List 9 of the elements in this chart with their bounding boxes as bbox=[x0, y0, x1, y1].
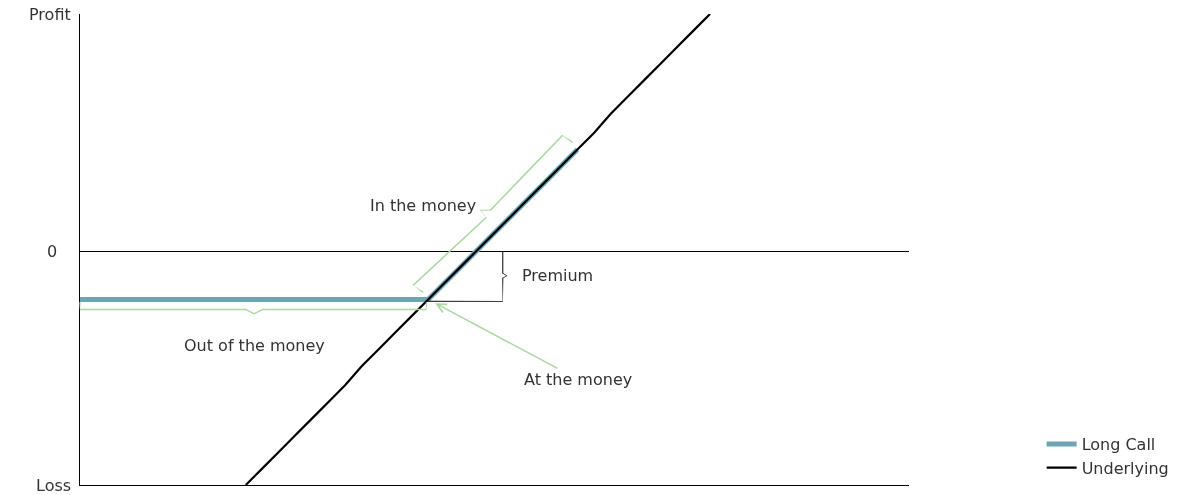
legend-label: Underlying bbox=[1081, 458, 1169, 478]
text: 0 bbox=[47, 242, 58, 261]
text: Loss bbox=[36, 476, 72, 495]
annotation: At the money bbox=[524, 370, 633, 389]
legend-label: Long Call bbox=[1081, 435, 1156, 455]
annotation: Out of the money bbox=[184, 336, 325, 355]
annotation: Premium bbox=[522, 266, 594, 285]
annotation: In the money bbox=[370, 196, 477, 215]
text: Profit bbox=[29, 5, 71, 24]
